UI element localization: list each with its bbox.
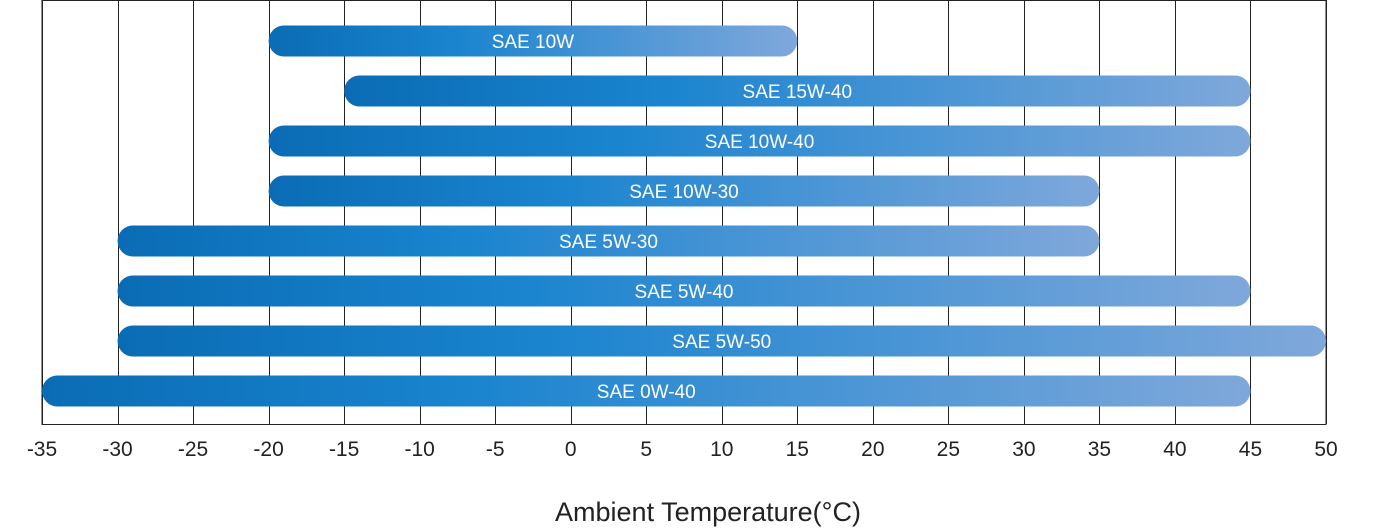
x-tick-label: 25 [937, 438, 960, 461]
x-tick-label: -20 [253, 438, 283, 461]
x-tick-label: 30 [1012, 438, 1035, 461]
range-bar: SAE 15W-40 [344, 75, 1251, 107]
x-tick-label: 50 [1314, 438, 1337, 461]
x-tick-label: 45 [1239, 438, 1262, 461]
range-bar-label: SAE 5W-40 [635, 282, 734, 303]
x-tick-label: 20 [861, 438, 884, 461]
range-bar-label: SAE 5W-30 [559, 232, 658, 253]
range-bar-label: SAE 10W-40 [705, 132, 814, 153]
range-bar-label: SAE 0W-40 [597, 382, 696, 403]
range-bar: SAE 0W-40 [42, 375, 1251, 407]
x-tick-label: 0 [565, 438, 577, 461]
x-tick-labels: -35 -30 -25 -20 -15 -10 -5 0 5 10 15 20 25 30 35 40 45 50 [27, 438, 1338, 461]
x-tick-label: -30 [102, 438, 132, 461]
range-bar: SAE 5W-30 [117, 225, 1100, 257]
range-bar: SAE 10W-30 [268, 175, 1100, 207]
x-tick-label: -25 [178, 438, 208, 461]
x-tick-label: 5 [640, 438, 652, 461]
x-axis-title: Ambient Temperature(°C) [555, 497, 861, 527]
range-bar-shape [268, 125, 1251, 157]
range-bar-shape [117, 325, 1326, 357]
x-tick-label: 15 [786, 438, 809, 461]
range-bar-label: SAE 10W-30 [629, 182, 738, 203]
grid-lines [41, 0, 1327, 425]
range-bar: SAE 5W-50 [117, 325, 1326, 357]
range-bar: SAE 10W-40 [268, 125, 1251, 157]
bars-group: SAE 10W SAE 15W-40 SAE 10W-40 SAE 10W-30 SAE… [42, 25, 1326, 407]
x-tick-label: -10 [404, 438, 434, 461]
x-tick-label: -15 [329, 438, 359, 461]
range-bar-shape [344, 75, 1251, 107]
x-tick-label: 40 [1163, 438, 1186, 461]
range-bar-shape [117, 225, 1100, 257]
x-tick-label: 35 [1088, 438, 1111, 461]
range-bar-shape [268, 25, 798, 57]
range-bar-label: SAE 15W-40 [743, 82, 852, 103]
x-tick-label: -35 [27, 438, 57, 461]
x-tick-label: 10 [710, 438, 733, 461]
range-bar-shape [42, 375, 1251, 407]
plot-frame [41, 0, 1327, 425]
range-bar-shape [268, 175, 1100, 207]
range-bar-label: SAE 10W [492, 32, 574, 53]
x-tick-label: -5 [486, 438, 505, 461]
range-bar-shape [117, 275, 1251, 307]
range-bar-label: SAE 5W-50 [672, 332, 771, 353]
range-bar: SAE 5W-40 [117, 275, 1251, 307]
range-bar: SAE 10W [268, 25, 798, 57]
